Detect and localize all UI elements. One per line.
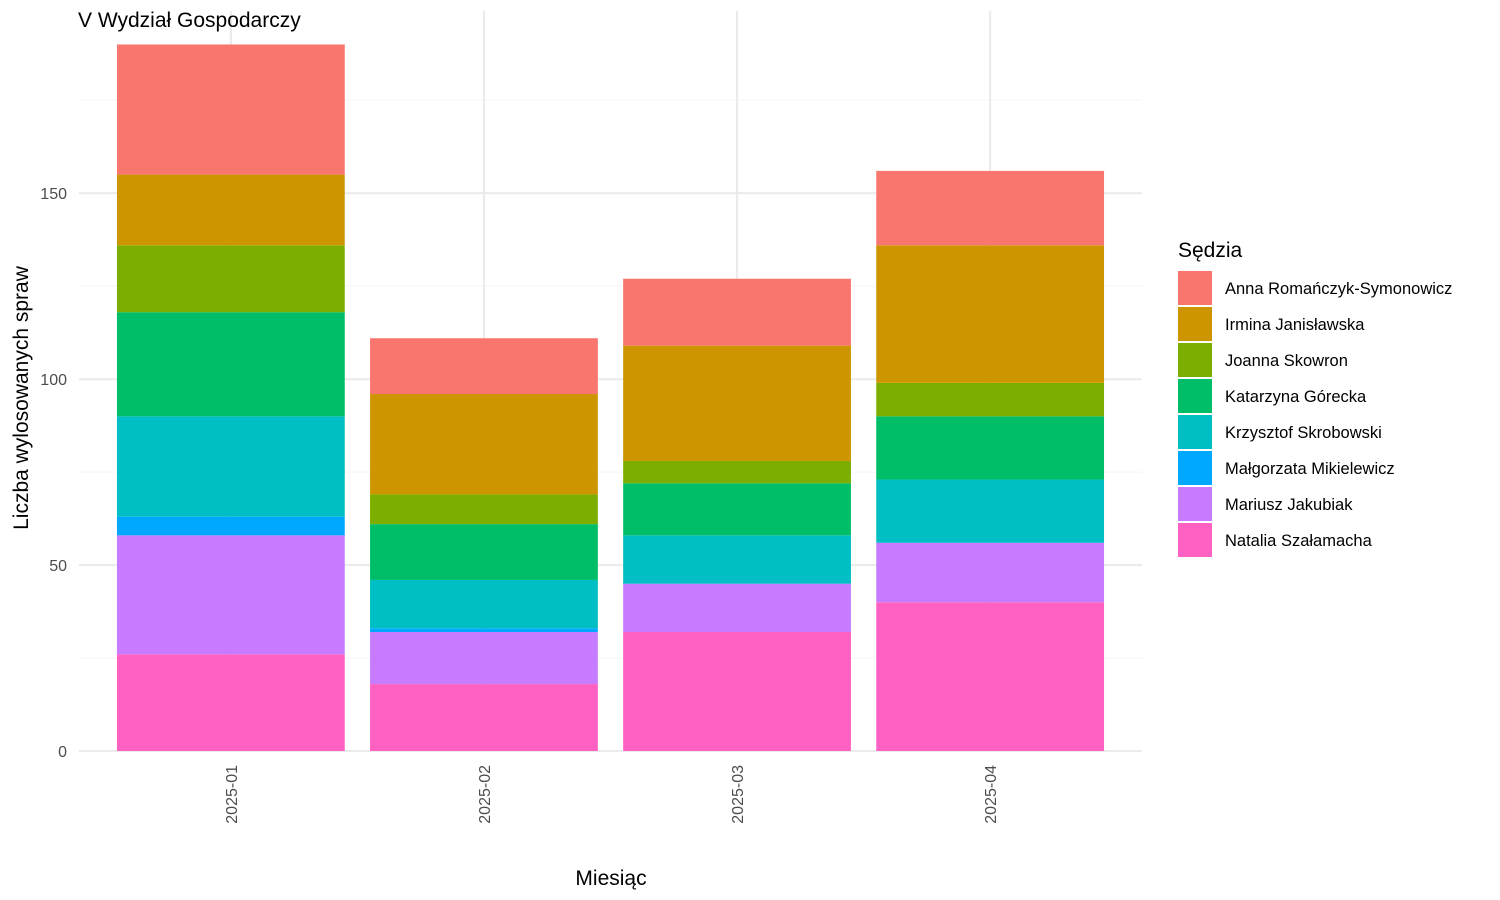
legend-label-katarzyna-gorecka: Katarzyna Górecka bbox=[1225, 388, 1367, 406]
legend-swatch-katarzyna-gorecka bbox=[1178, 379, 1212, 413]
bar-segment-2025-04-natalia-szalamacha bbox=[876, 602, 1105, 751]
legend-swatch-mariusz-jakubiak bbox=[1178, 487, 1212, 521]
y-axis-ticks: 0 50 100 150 bbox=[40, 186, 67, 761]
bar-segment-2025-02-natalia-szalamacha bbox=[370, 684, 598, 751]
legend-label-natalia-szalamacha: Natalia Szałamacha bbox=[1225, 532, 1373, 550]
legend-label-joanna-skowron: Joanna Skowron bbox=[1225, 352, 1348, 370]
y-axis-title: Liczba wylosowanych spraw bbox=[10, 265, 33, 530]
x-tick-label: 2025-01 bbox=[224, 765, 241, 824]
legend-swatch-krzysztof-skrobowski bbox=[1178, 415, 1212, 449]
x-tick-label: 2025-03 bbox=[730, 765, 747, 824]
x-axis-ticks: 2025-01 2025-02 2025-03 2025-04 bbox=[224, 765, 1000, 824]
bar-segment-2025-01-anna-romanczyk-symonowicz bbox=[116, 44, 345, 175]
x-tick-label: 2025-02 bbox=[477, 765, 494, 824]
bar-segment-2025-01-katarzyna-gorecka bbox=[116, 312, 345, 417]
bar-segment-2025-02-joanna-skowron bbox=[370, 494, 598, 525]
bar-segment-2025-03-joanna-skowron bbox=[623, 460, 851, 484]
bars bbox=[116, 44, 1105, 751]
legend-label-irmina-janislawska: Irmina Janisławska bbox=[1225, 316, 1365, 334]
bar-segment-2025-04-irmina-janislawska bbox=[876, 245, 1105, 383]
bar-segment-2025-03-krzysztof-skrobowski bbox=[623, 535, 851, 584]
legend-label-mariusz-jakubiak: Mariusz Jakubiak bbox=[1225, 496, 1353, 514]
bar-segment-2025-04-katarzyna-gorecka bbox=[876, 416, 1105, 480]
y-tick-label: 0 bbox=[58, 744, 67, 761]
bar-segment-2025-03-katarzyna-gorecka bbox=[623, 483, 851, 536]
legend-swatch-anna-romanczyk-symonowicz bbox=[1178, 271, 1212, 305]
bar-segment-2025-03-irmina-janislawska bbox=[623, 345, 851, 461]
bar-segment-2025-04-krzysztof-skrobowski bbox=[876, 479, 1105, 543]
legend-swatch-irmina-janislawska bbox=[1178, 307, 1212, 341]
legend-swatch-malgorzata-mikielewicz bbox=[1178, 451, 1212, 485]
bar-segment-2025-04-anna-romanczyk-symonowicz bbox=[876, 170, 1105, 246]
bar-segment-2025-01-irmina-janislawska bbox=[116, 174, 345, 246]
legend-swatch-joanna-skowron bbox=[1178, 343, 1212, 377]
legend-swatch-natalia-szalamacha bbox=[1178, 523, 1212, 557]
chart-title: V Wydział Gospodarczy bbox=[78, 9, 301, 32]
legend-title: Sędzia bbox=[1178, 239, 1243, 262]
bar-segment-2025-04-mariusz-jakubiak bbox=[876, 542, 1105, 603]
legend-label-krzysztof-skrobowski: Krzysztof Skrobowski bbox=[1225, 424, 1382, 442]
bar-segment-2025-02-krzysztof-skrobowski bbox=[370, 579, 598, 629]
bar-segment-2025-02-katarzyna-gorecka bbox=[370, 524, 598, 580]
bar-segment-2025-02-anna-romanczyk-symonowicz bbox=[370, 338, 598, 395]
x-tick-label: 2025-04 bbox=[983, 765, 1000, 824]
bar-segment-2025-01-malgorzata-mikielewicz bbox=[116, 516, 345, 536]
bar-segment-2025-01-natalia-szalamacha bbox=[116, 654, 345, 751]
y-tick-label: 100 bbox=[40, 372, 67, 389]
bar-segment-2025-03-anna-romanczyk-symonowicz bbox=[623, 278, 851, 346]
bar-segment-2025-02-irmina-janislawska bbox=[370, 394, 598, 495]
bar-segment-2025-03-natalia-szalamacha bbox=[623, 632, 851, 751]
y-tick-label: 150 bbox=[40, 186, 67, 203]
legend-label-anna-romanczyk-symonowicz: Anna Romańczyk-Symonowicz bbox=[1225, 280, 1452, 298]
y-tick-label: 50 bbox=[49, 558, 67, 575]
legend: Sędzia Anna Romańczyk-Symonowicz Irmina J… bbox=[1178, 239, 1452, 557]
bar-segment-2025-04-joanna-skowron bbox=[876, 382, 1105, 417]
bar-segment-2025-01-joanna-skowron bbox=[116, 245, 345, 313]
bar-segment-2025-02-mariusz-jakubiak bbox=[370, 632, 598, 685]
bar-segment-2025-01-mariusz-jakubiak bbox=[116, 535, 345, 655]
bar-segment-2025-01-krzysztof-skrobowski bbox=[116, 416, 345, 517]
bar-segment-2025-02-malgorzata-mikielewicz bbox=[370, 628, 598, 633]
x-axis-title: Miesiąc bbox=[575, 867, 646, 890]
bar-segment-2025-03-mariusz-jakubiak bbox=[623, 583, 851, 633]
legend-label-malgorzata-mikielewicz: Małgorzata Mikielewicz bbox=[1225, 460, 1395, 478]
